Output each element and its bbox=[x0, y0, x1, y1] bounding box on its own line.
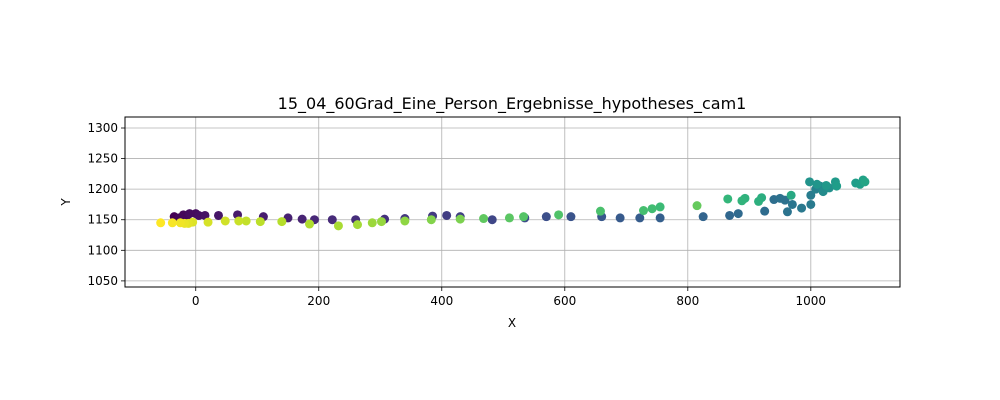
scatter-point bbox=[353, 220, 362, 230]
scatter-point bbox=[333, 221, 343, 231]
x-tick-label: 1000 bbox=[796, 294, 827, 308]
y-tick-label: 1200 bbox=[87, 182, 118, 196]
scatter-point bbox=[213, 210, 223, 220]
scatter-point bbox=[723, 194, 733, 204]
scatter-point bbox=[805, 177, 815, 187]
scatter-point bbox=[241, 216, 251, 226]
scatter-point bbox=[519, 212, 529, 222]
scatter-point bbox=[797, 203, 807, 213]
scatter-point bbox=[615, 213, 625, 223]
scatter-point bbox=[487, 215, 497, 225]
scatter-point bbox=[812, 179, 822, 189]
scatter-point bbox=[504, 213, 514, 223]
x-tick-label: 600 bbox=[553, 294, 576, 308]
scatter-point bbox=[787, 199, 797, 209]
y-tick-label: 1100 bbox=[87, 243, 118, 257]
data-points bbox=[156, 175, 870, 231]
y-tick-label: 1150 bbox=[87, 213, 118, 227]
scatter-point bbox=[277, 217, 287, 227]
scatter-point bbox=[737, 196, 747, 206]
scatter-point bbox=[566, 212, 576, 222]
scatter-point bbox=[733, 209, 743, 219]
scatter-point bbox=[782, 207, 792, 217]
scatter-point bbox=[692, 201, 702, 211]
scatter-point bbox=[754, 196, 764, 206]
plot-frame bbox=[124, 116, 901, 288]
scatter-point bbox=[426, 215, 436, 225]
x-tick-label: 400 bbox=[430, 294, 453, 308]
scatter-point bbox=[305, 219, 315, 229]
scatter-point bbox=[479, 214, 489, 224]
scatter-point bbox=[806, 190, 816, 200]
scatter-point bbox=[167, 218, 177, 228]
scatter-point bbox=[698, 212, 708, 222]
x-tick-label: 0 bbox=[192, 294, 200, 308]
scatter-point bbox=[442, 210, 452, 220]
chart-title: 15_04_60Grad_Eine_Person_Ergebnisse_hypo… bbox=[278, 94, 747, 114]
y-tick-label: 1050 bbox=[87, 274, 118, 288]
y-tick-label: 1250 bbox=[87, 152, 118, 166]
scatter-point bbox=[194, 210, 204, 220]
scatter-point bbox=[786, 190, 796, 200]
scatter-point bbox=[832, 181, 842, 191]
scatter-point bbox=[175, 218, 185, 228]
scatter-point bbox=[821, 180, 831, 190]
scatter-point bbox=[860, 177, 870, 187]
scatter-point bbox=[400, 216, 410, 226]
scatter-point bbox=[647, 204, 657, 214]
scatter-point bbox=[725, 210, 735, 220]
scatter-point bbox=[376, 217, 386, 227]
y-axis-label: Y bbox=[59, 198, 73, 207]
scatter-point bbox=[639, 206, 649, 216]
scatter-point bbox=[367, 218, 377, 228]
scatter-point bbox=[255, 217, 265, 227]
scatter-point bbox=[760, 206, 770, 216]
scatter-point bbox=[203, 217, 213, 227]
x-axis-label: X bbox=[508, 316, 516, 330]
scatter-point bbox=[327, 215, 337, 225]
axis-ticks: 0 200 400 600 800 1000 1050 1100 1150 1200 1250 130… bbox=[87, 121, 826, 308]
scatter-point bbox=[220, 216, 230, 226]
x-tick-label: 200 bbox=[307, 294, 330, 308]
scatter-point bbox=[806, 199, 816, 209]
scatter-point bbox=[554, 210, 564, 220]
scatter-point bbox=[595, 206, 605, 216]
scatter-point bbox=[297, 214, 307, 224]
y-tick-label: 1300 bbox=[87, 121, 118, 135]
scatter-point bbox=[455, 214, 465, 224]
scatter-point bbox=[185, 209, 195, 219]
scatter-point bbox=[541, 212, 551, 222]
x-tick-label: 800 bbox=[676, 294, 699, 308]
scatter-point bbox=[234, 216, 244, 226]
scatter-point bbox=[655, 213, 665, 223]
scatter-point bbox=[200, 210, 210, 220]
scatter-point bbox=[156, 218, 166, 228]
scatter-point bbox=[780, 195, 790, 205]
scatter-point bbox=[655, 202, 665, 212]
scatter-point bbox=[635, 213, 645, 223]
